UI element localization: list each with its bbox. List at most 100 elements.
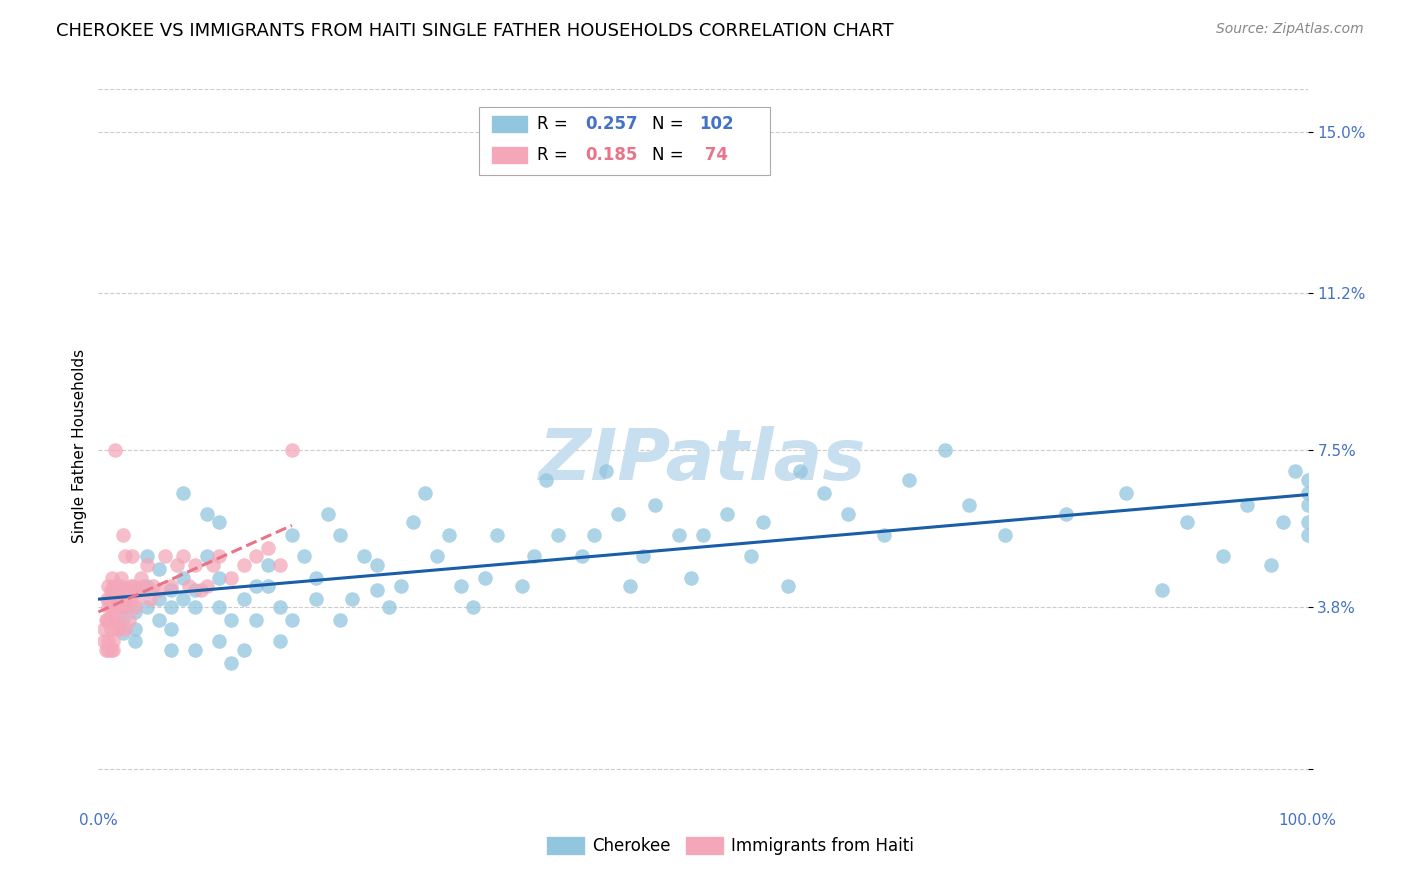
- Point: [1296, 516, 1319, 530]
- Point: [101, 583, 124, 598]
- Point: [103, 613, 125, 627]
- Point: [98, 591, 121, 606]
- Point: [1296, 473, 1319, 487]
- Point: [837, 507, 859, 521]
- Text: R =: R =: [537, 146, 574, 164]
- Point: [316, 507, 339, 521]
- Point: [111, 583, 134, 598]
- Point: [789, 465, 811, 479]
- Point: [1152, 583, 1174, 598]
- Point: [172, 571, 194, 585]
- Point: [124, 583, 146, 598]
- Point: [184, 583, 207, 598]
- Point: [571, 549, 593, 564]
- Point: [595, 465, 617, 479]
- Text: 0.257: 0.257: [586, 115, 638, 133]
- Text: ZIPatlas: ZIPatlas: [540, 425, 866, 495]
- Point: [221, 571, 243, 585]
- Point: [873, 528, 896, 542]
- Point: [1236, 499, 1258, 513]
- Point: [124, 600, 146, 615]
- Point: [122, 579, 145, 593]
- Point: [1296, 528, 1319, 542]
- Point: [108, 600, 131, 615]
- Point: [125, 591, 148, 606]
- Point: [148, 562, 170, 576]
- Point: [108, 591, 131, 606]
- Point: [208, 600, 231, 615]
- Point: [100, 622, 122, 636]
- Point: [1284, 465, 1306, 479]
- FancyBboxPatch shape: [492, 145, 527, 164]
- Text: R =: R =: [537, 115, 574, 133]
- Point: [142, 579, 165, 593]
- Point: [450, 579, 472, 593]
- Point: [281, 528, 304, 542]
- Point: [221, 656, 243, 670]
- Point: [232, 643, 254, 657]
- Point: [994, 528, 1017, 542]
- Point: [1115, 485, 1137, 500]
- Point: [195, 549, 218, 564]
- Point: [523, 549, 546, 564]
- Text: 0.185: 0.185: [586, 146, 638, 164]
- Point: [389, 579, 412, 593]
- Point: [93, 634, 115, 648]
- Point: [692, 528, 714, 542]
- Point: [118, 613, 141, 627]
- Point: [245, 549, 267, 564]
- Point: [377, 600, 399, 615]
- Point: [114, 549, 136, 564]
- Point: [232, 591, 254, 606]
- Point: [108, 622, 131, 636]
- Point: [269, 634, 291, 648]
- Point: [179, 579, 201, 593]
- Point: [160, 622, 183, 636]
- Point: [413, 485, 436, 500]
- Point: [127, 583, 149, 598]
- Point: [534, 473, 557, 487]
- Point: [96, 591, 118, 606]
- Point: [426, 549, 449, 564]
- Point: [631, 549, 654, 564]
- Point: [342, 591, 364, 606]
- Point: [148, 591, 170, 606]
- Point: [132, 579, 155, 593]
- Point: [105, 579, 128, 593]
- Point: [366, 558, 388, 572]
- Point: [148, 613, 170, 627]
- Point: [329, 528, 352, 542]
- Point: [716, 507, 738, 521]
- Point: [96, 613, 118, 627]
- Point: [221, 613, 243, 627]
- Point: [1054, 507, 1077, 521]
- Point: [124, 634, 146, 648]
- Point: [118, 591, 141, 606]
- Point: [111, 626, 134, 640]
- Point: [160, 643, 183, 657]
- Point: [121, 549, 143, 564]
- Point: [129, 571, 152, 585]
- Point: [98, 613, 121, 627]
- Point: [486, 528, 509, 542]
- Point: [1175, 516, 1198, 530]
- Point: [103, 579, 125, 593]
- Point: [97, 600, 120, 615]
- Point: [97, 634, 120, 648]
- Point: [101, 643, 124, 657]
- Point: [195, 507, 218, 521]
- Point: [583, 528, 606, 542]
- Point: [619, 579, 641, 593]
- Point: [897, 473, 920, 487]
- Text: CHEROKEE VS IMMIGRANTS FROM HAITI SINGLE FATHER HOUSEHOLDS CORRELATION CHART: CHEROKEE VS IMMIGRANTS FROM HAITI SINGLE…: [56, 22, 894, 40]
- Text: N =: N =: [652, 115, 689, 133]
- Point: [101, 634, 124, 648]
- Point: [256, 541, 278, 555]
- Point: [281, 613, 304, 627]
- Point: [101, 600, 124, 615]
- Point: [97, 579, 120, 593]
- Point: [107, 613, 129, 627]
- Point: [232, 558, 254, 572]
- Point: [172, 591, 194, 606]
- Point: [269, 600, 291, 615]
